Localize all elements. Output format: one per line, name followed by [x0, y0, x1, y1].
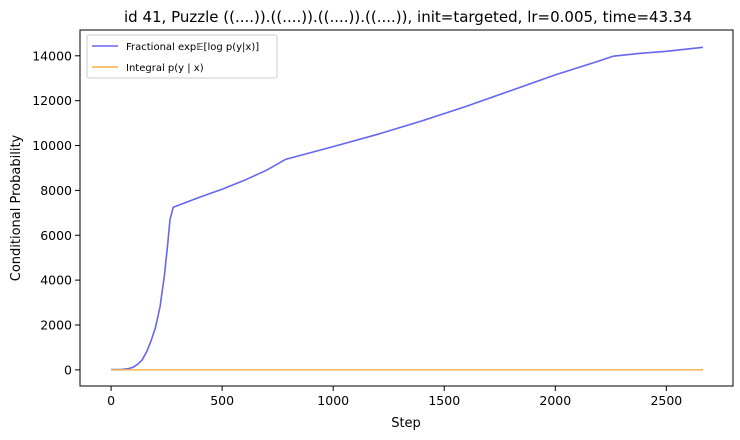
chart-title: id 41, Puzzle ((....)).((....)).((....))… — [124, 8, 692, 26]
series-line-0 — [111, 46, 704, 371]
y-tick-label-6000: 6000 — [40, 228, 72, 243]
y-tick-label-0: 0 — [64, 362, 72, 377]
x-tick-label-1000: 1000 — [317, 393, 349, 408]
x-tick-label-2500: 2500 — [650, 393, 682, 408]
y-tick-label-4000: 4000 — [40, 273, 72, 288]
ticks-layer: 0 500 1000 1500 2000 2500 0 2000 4000 6000 8000 100… — [32, 48, 682, 408]
y-axis-label: Conditional Probability — [9, 134, 24, 281]
x-axis-label: Step — [391, 416, 421, 431]
legend-label-fractional: Fractional exp𝔼[log p(y|x)] — [126, 42, 259, 53]
x-tick-label-2000: 2000 — [539, 393, 571, 408]
legend-box — [86, 34, 278, 79]
legend: Fractional exp𝔼[log p(y|x)] Integral p(y… — [86, 34, 278, 79]
y-tick-label-12000: 12000 — [32, 93, 72, 108]
legend-label-integral: Integral p(y | x) — [126, 63, 204, 74]
y-tick-label-10000: 10000 — [32, 138, 72, 153]
y-tick-label-14000: 14000 — [32, 48, 72, 63]
series-layer — [111, 46, 704, 371]
x-tick-label-0: 0 — [107, 393, 115, 408]
plot-area — [79, 29, 734, 387]
y-tick-label-2000: 2000 — [40, 317, 72, 332]
y-tick-label-8000: 8000 — [40, 183, 72, 198]
x-tick-label-1500: 1500 — [428, 393, 460, 408]
x-tick-label-500: 500 — [210, 393, 234, 408]
